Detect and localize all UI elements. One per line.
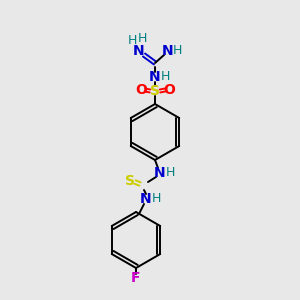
Text: H: H <box>165 167 175 179</box>
Text: N: N <box>154 166 166 180</box>
Text: O: O <box>135 83 147 97</box>
Text: O: O <box>163 83 175 97</box>
Text: N: N <box>162 44 174 58</box>
Text: H: H <box>127 34 137 47</box>
Text: H: H <box>160 70 170 83</box>
Text: H: H <box>151 193 161 206</box>
Text: N: N <box>149 70 161 84</box>
Text: N: N <box>140 192 152 206</box>
Text: H: H <box>172 44 182 58</box>
Text: H: H <box>137 32 147 46</box>
Text: N: N <box>133 44 145 58</box>
Text: S: S <box>150 84 160 98</box>
Text: F: F <box>131 271 141 285</box>
Text: S: S <box>125 174 135 188</box>
